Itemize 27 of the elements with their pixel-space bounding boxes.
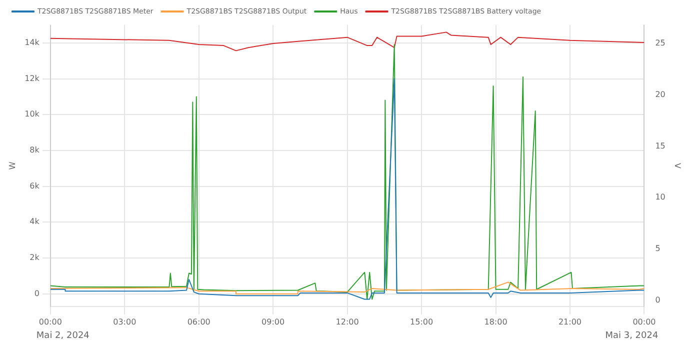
- x-tick-label: 00:00: [632, 317, 656, 326]
- x-tick-label: 00:00: [38, 317, 62, 326]
- y2-tick-label: 15: [655, 141, 666, 150]
- x-tick-label: 03:00: [113, 317, 136, 326]
- y-axis-title: W: [8, 162, 17, 170]
- y2-axis-title: V: [673, 162, 682, 169]
- y2-tick-label: 20: [655, 90, 666, 99]
- y2-tick-label: 10: [655, 192, 666, 202]
- y-tick-label: 0: [34, 288, 40, 298]
- y-tick-label: 14k: [24, 38, 40, 47]
- y2-tick-label: 25: [655, 38, 666, 48]
- y-tick-label: 4k: [30, 217, 40, 226]
- y-tick-label: 8k: [30, 146, 40, 155]
- x-tick-label: 09:00: [262, 317, 285, 326]
- y-tick-label: 2k: [30, 253, 40, 262]
- text: Mai 2, 2024: [36, 330, 90, 341]
- y-tick-label: 10k: [24, 110, 40, 119]
- y2-tick-label: 5: [655, 244, 660, 253]
- x-tick-label: 18:00: [484, 317, 508, 326]
- y2-tick-label: 0: [655, 295, 660, 304]
- y-tick-label: 12k: [24, 74, 40, 83]
- x-tick-label: 21:00: [558, 317, 582, 326]
- text: Mai 3, 2024: [605, 330, 658, 341]
- y-tick-label: 6k: [30, 181, 40, 190]
- x-tick-label: 06:00: [187, 317, 210, 326]
- x-tick-label: 12:00: [336, 317, 359, 326]
- x-tick-label: 15:00: [410, 317, 434, 326]
